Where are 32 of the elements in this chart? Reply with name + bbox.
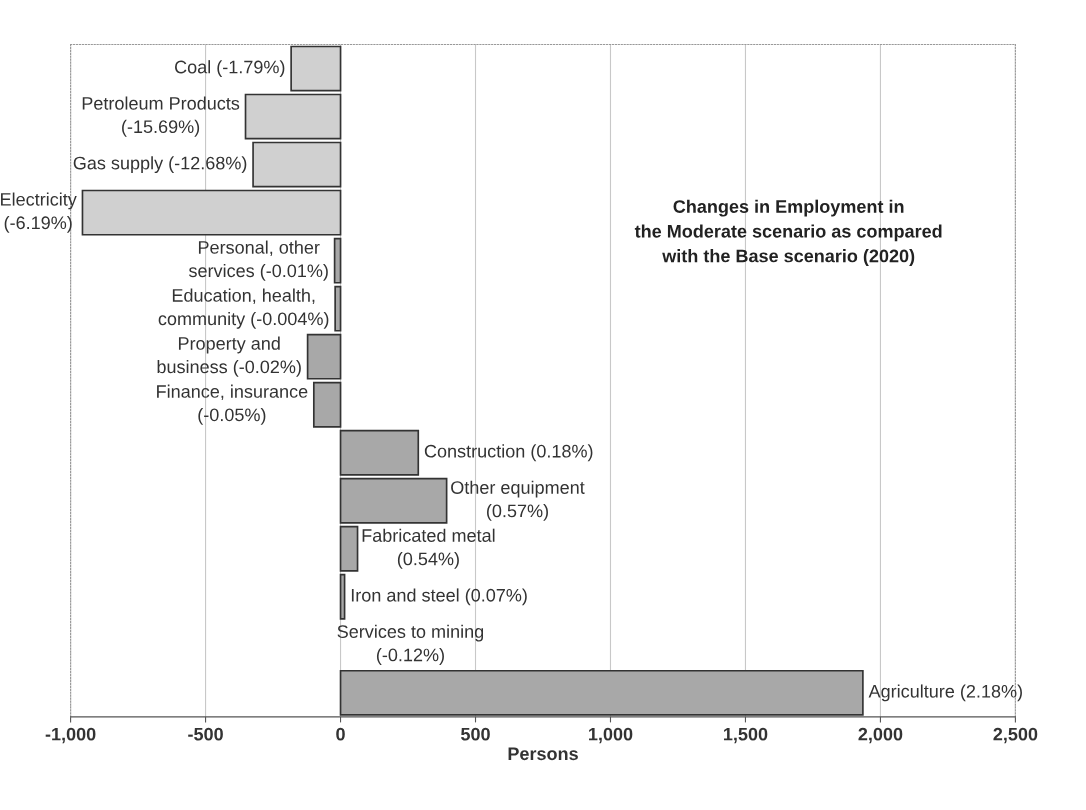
x-tick-label: 1,500 [724, 727, 768, 744]
bar [312, 381, 342, 428]
y-tick-label: Finance, insurance (-0.05%) [157, 384, 308, 425]
x-axis-title: Persons [508, 747, 578, 761]
y-tick-label: Agriculture (2.18%) [868, 684, 1022, 702]
bar [339, 477, 448, 524]
bar [333, 237, 342, 284]
y-tick-label: Education, health, community (-0.004%) [158, 288, 329, 329]
x-tick-label: 2,000 [858, 727, 903, 744]
y-tick-label: Fabricated metal (0.54%) [362, 528, 495, 569]
x-tick-label: 1,000 [589, 727, 633, 744]
y-tick-label: Coal (-1.79%) [175, 60, 285, 77]
text: Changes in Employment in the Moderate scenario as compared with the Base scenario (2020) [634, 199, 942, 266]
x-tick-label: 500 [461, 727, 490, 741]
x-tick-label: -1,000 [45, 727, 96, 744]
bar [339, 429, 420, 476]
y-tick-label: Electricity (-6.19%) [1, 192, 77, 233]
y-tick-label: Other equipment (0.57%) [451, 480, 585, 521]
x-tick-label: -500 [188, 727, 223, 741]
y-tick-label: Services to mining (-0.12%) [337, 624, 484, 665]
bar [339, 525, 359, 572]
x-tick-label: 2,500 [993, 727, 1038, 744]
y-tick-label: Iron and steel (0.07%) [351, 588, 527, 606]
bar [306, 333, 342, 380]
bar [339, 669, 864, 716]
x-tick-label: 0 [336, 727, 345, 741]
y-tick-label: Petroleum Products (-15.69%) [82, 96, 240, 137]
y-tick-label: Property and business (-0.02%) [157, 336, 301, 377]
y-tick-label: Personal, other services (-0.01%) [188, 240, 328, 281]
y-tick-label: Construction (0.18%) [424, 444, 593, 462]
y-tick-label: Gas supply (-12.68%) [73, 156, 247, 174]
bar [334, 285, 342, 332]
